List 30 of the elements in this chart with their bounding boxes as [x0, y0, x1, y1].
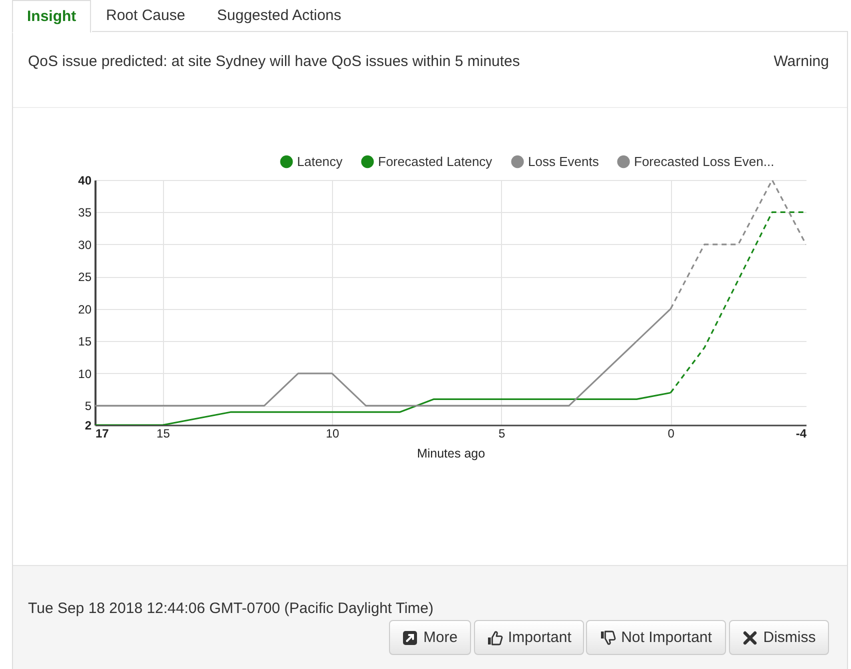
- y-tick-label: 15: [78, 334, 92, 349]
- y-tick-label: 35: [78, 206, 92, 220]
- y-tick-label: 25: [78, 270, 92, 284]
- x-tick-label: 5: [498, 426, 506, 440]
- y-tick-label: 2: [84, 418, 92, 432]
- y-tick-label: 5: [84, 399, 92, 414]
- button[interactable]: Not Important: [586, 620, 726, 655]
- y-tick-label: 40: [78, 174, 92, 188]
- y-tick-label: 20: [78, 302, 92, 316]
- tab[interactable]: Root Cause: [92, 0, 200, 31]
- chart-title: QoS issue predicted: at site Sydney will have QoS issues within 5 minutes: [28, 53, 520, 71]
- y-tick-label: 30: [78, 238, 92, 252]
- x-tick-label: 0: [668, 426, 675, 440]
- tab[interactable]: Suggested Actions: [203, 0, 356, 31]
- x-tick-label: 15: [156, 426, 170, 440]
- button[interactable]: Dismiss: [729, 620, 829, 655]
- x-tick-label: 10: [326, 426, 340, 440]
- legend-label: Latency: [297, 154, 344, 169]
- legend-label: Forecasted Latency: [378, 154, 493, 169]
- text: Warning: [774, 53, 829, 71]
- x-tick-label: 17: [96, 426, 110, 440]
- button[interactable]: Important: [474, 620, 584, 655]
- y-tick-label: 10: [78, 366, 92, 381]
- text: Tue Sep 18 2018 12:44:06 GMT-0700 (Pacific Daylight Time): [28, 600, 434, 618]
- button[interactable]: More: [389, 620, 471, 655]
- tab[interactable]: Insight: [12, 0, 92, 33]
- x-axis-title: Minutes ago: [416, 446, 486, 460]
- legend-label: Forecasted Loss Even...: [634, 154, 774, 169]
- x-tick-label: -4: [796, 426, 807, 440]
- legend-label: Loss Events: [528, 154, 600, 169]
